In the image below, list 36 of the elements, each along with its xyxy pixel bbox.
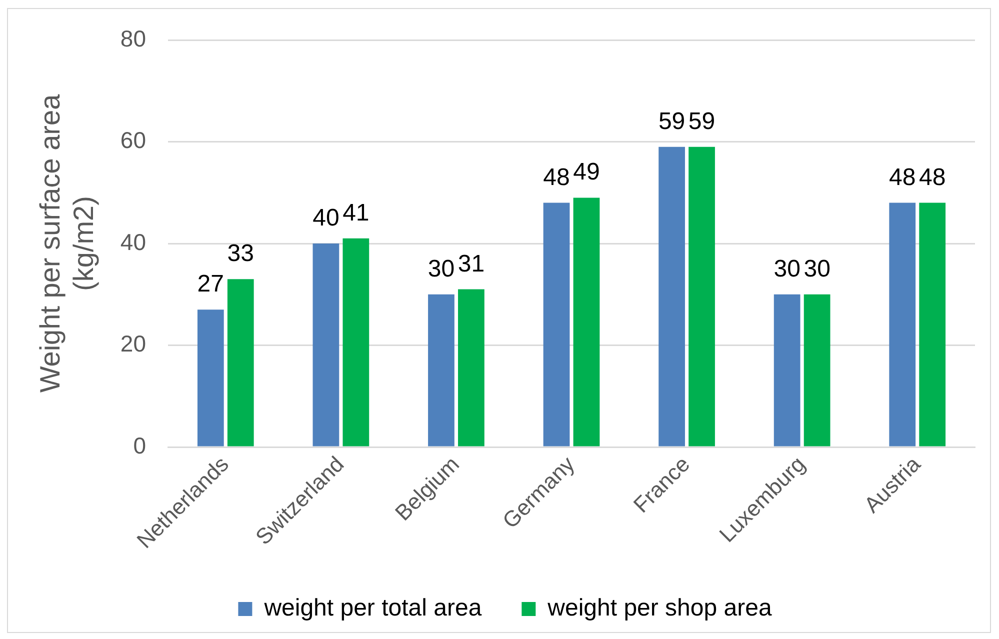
data-label: 59 [658,108,686,135]
bar [543,202,570,446]
data-label: 48 [918,164,946,191]
y-tick-label: 0 [133,432,146,458]
bar [312,244,340,446]
data-label: 31 [458,250,485,278]
y-tick-label: 60 [120,127,146,154]
data-label: 30 [428,255,455,282]
data-label: 49 [573,158,600,186]
bar [342,238,370,446]
bar [197,310,224,446]
bar [774,294,800,446]
bar [919,202,946,446]
data-label: 30 [804,255,830,282]
bar [458,289,484,446]
data-label: 27 [197,270,224,298]
y-tick-label: 80 [120,25,146,52]
bar [804,294,830,446]
y-tick-label: 40 [120,228,146,255]
legend-label: weight per total area [263,594,482,622]
data-label: 30 [774,255,800,282]
legend-label: weight per shop area [546,594,772,622]
data-label: 41 [342,199,370,226]
bar [227,279,254,446]
bar [573,198,600,446]
data-label: 48 [543,164,570,191]
data-label: 59 [688,108,716,135]
bar [688,146,715,446]
data-label: 40 [312,204,340,232]
bar [658,146,685,446]
data-label: 48 [889,164,916,191]
bar [889,202,916,446]
data-label: 33 [227,240,254,268]
y-axis-title: Weight per surface area (kg/m2) [34,94,100,393]
bar [428,294,454,446]
y-tick-label: 20 [120,330,146,357]
